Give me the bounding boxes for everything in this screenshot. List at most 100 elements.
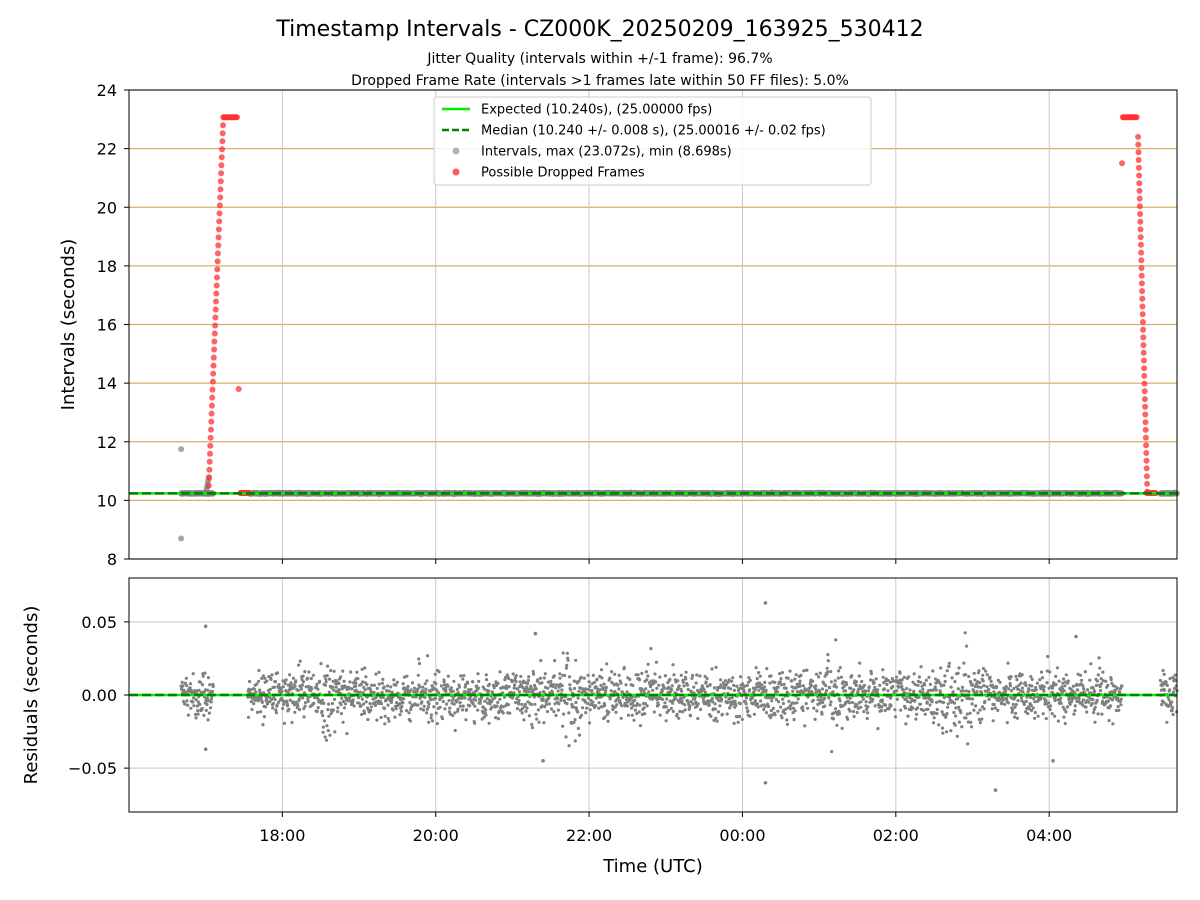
residual-point — [876, 688, 880, 692]
residual-point — [301, 674, 305, 678]
residual-point — [643, 712, 647, 716]
residual-point — [554, 686, 558, 690]
residual-point — [790, 679, 794, 683]
residual-point — [719, 678, 723, 682]
residual-point — [363, 666, 367, 670]
dropped-frame-point — [1136, 195, 1143, 202]
residual-point — [526, 681, 530, 686]
residual-point — [325, 724, 329, 728]
residual-point — [281, 706, 285, 711]
residual-point — [326, 729, 330, 733]
residual-point — [908, 700, 913, 704]
residual-point — [724, 682, 729, 687]
residual-point — [435, 722, 439, 726]
residual-point — [535, 717, 539, 721]
residual-point — [696, 716, 700, 721]
legend-dropped-swatch — [452, 168, 460, 176]
residual-point — [540, 704, 544, 708]
residual-point — [793, 677, 797, 681]
residual-point — [887, 706, 891, 710]
interval-outlier-point — [178, 535, 185, 542]
residual-point — [339, 702, 343, 707]
residual-point — [818, 671, 822, 675]
residual-point — [420, 700, 424, 704]
dropped-frame-point — [1142, 426, 1149, 433]
residual-point — [642, 706, 646, 710]
residual-points — [179, 601, 1179, 792]
residual-point — [482, 715, 486, 719]
residual-point — [258, 690, 262, 694]
residual-point — [813, 687, 818, 691]
dropped-frame-point — [217, 186, 224, 193]
residual-point — [542, 721, 546, 725]
residual-point — [618, 701, 623, 705]
residual-point — [568, 683, 572, 687]
residual-point — [904, 697, 908, 701]
residual-point — [270, 673, 274, 677]
residual-point — [900, 678, 904, 682]
residual-point — [620, 704, 624, 708]
residual-point — [684, 670, 688, 674]
residual-point — [883, 708, 887, 713]
residual-point — [833, 679, 837, 683]
residual-point — [559, 696, 564, 700]
residual-point — [298, 659, 302, 663]
dropped-frame-point — [209, 394, 216, 401]
residual-point — [361, 691, 365, 695]
residual-point — [628, 677, 632, 682]
residual-point — [803, 724, 807, 728]
residual-point — [519, 674, 523, 679]
dropped-frame-point — [234, 114, 240, 121]
residual-point — [430, 719, 435, 723]
legend-entry-label: Intervals, max (23.072s), min (8.698s) — [481, 145, 732, 160]
residual-point — [208, 683, 212, 687]
residual-point — [732, 683, 736, 688]
residual-point — [559, 698, 563, 703]
residual-point — [417, 657, 421, 661]
residual-point — [851, 709, 856, 714]
residual-point — [719, 683, 723, 687]
residual-point — [208, 706, 213, 710]
residual-point — [424, 687, 428, 691]
y-tick-label: 20 — [97, 198, 117, 217]
residual-point — [461, 704, 465, 708]
residual-point — [645, 704, 649, 708]
residual-point — [830, 750, 834, 754]
residual-point — [273, 680, 278, 684]
residual-point — [298, 708, 302, 712]
x-tick-label: 20:00 — [413, 826, 459, 845]
dropped-frame-point — [217, 194, 224, 201]
residual-point — [792, 701, 797, 705]
residual-point — [818, 689, 822, 693]
residual-point — [343, 702, 348, 706]
residual-point — [858, 661, 862, 665]
residual-point — [654, 660, 659, 664]
residual-point — [290, 720, 294, 725]
residual-point — [196, 712, 200, 716]
residual-point — [312, 701, 316, 706]
residual-point — [611, 704, 615, 708]
dropped-frame-point — [214, 274, 220, 281]
residual-point — [189, 706, 193, 710]
residual-point — [490, 705, 494, 710]
residual-point — [688, 704, 692, 708]
residual-point — [477, 679, 481, 684]
residual-point — [926, 707, 930, 711]
residual-point — [785, 718, 789, 722]
residual-point — [505, 673, 509, 677]
dropped-frame-point — [210, 354, 217, 361]
residual-point — [743, 699, 747, 703]
residual-point — [828, 703, 832, 707]
residual-point — [207, 699, 211, 703]
residual-point — [718, 704, 722, 708]
residual-point — [421, 685, 425, 689]
dropped-frame-point — [1137, 226, 1144, 233]
residual-point — [635, 702, 640, 706]
residual-point — [552, 674, 556, 678]
residual-point — [741, 682, 745, 686]
residual-point — [905, 687, 909, 691]
residual-point — [770, 699, 774, 703]
residual-point — [316, 687, 320, 691]
residual-point — [632, 704, 636, 708]
residual-point — [355, 670, 359, 674]
